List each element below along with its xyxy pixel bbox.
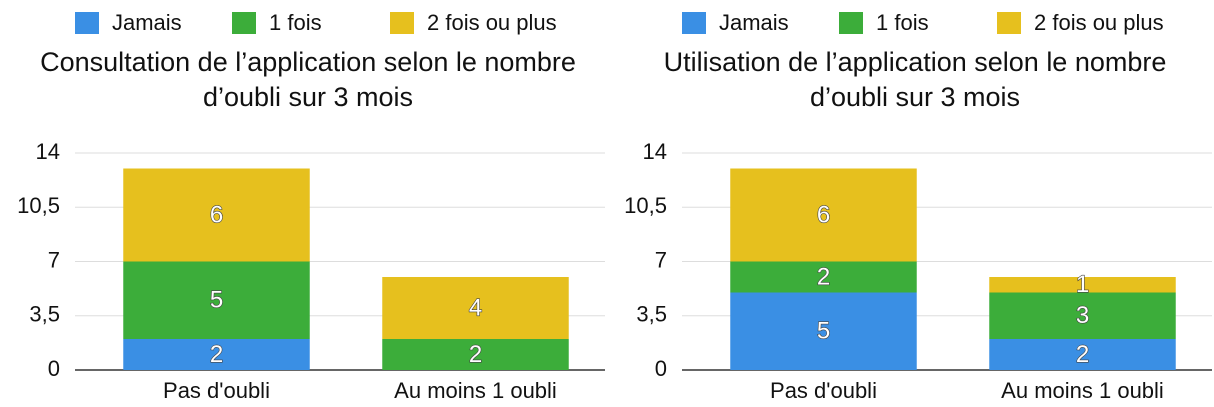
legend-swatch	[232, 12, 256, 34]
chart: Jamais 1 fois 2 fois ou plus Consultation d…	[17, 10, 605, 403]
y-tick-label: 3,5	[29, 302, 60, 327]
data-label: 4	[469, 294, 482, 321]
x-tick-label: Pas d'oubli	[163, 378, 270, 403]
title-box: Utilisation de l’application selon le no…	[663, 47, 1167, 112]
legend-label: 2 fois ou plus	[427, 10, 557, 35]
legend-label: 2 fois ou plus	[1034, 10, 1164, 35]
legend-label: Jamais	[719, 10, 789, 35]
bar-segment	[730, 168, 917, 262]
data-label: 3	[1076, 302, 1089, 329]
title-box: Consultation de l’application selon le n…	[40, 47, 576, 112]
bar-segment	[989, 292, 1176, 339]
legend-swatch	[682, 12, 706, 34]
y-tick-label: 10,5	[624, 193, 667, 218]
y-tick-label: 10,5	[17, 193, 60, 218]
data-label: 6	[817, 201, 830, 228]
legend-swatch	[839, 12, 863, 34]
chart-title: Consultation de l’application selon le n…	[40, 47, 576, 112]
legend-label: 1 fois	[269, 10, 322, 35]
y-tick-label: 14	[36, 139, 60, 164]
bar-segment	[989, 339, 1176, 370]
bar-segment	[989, 277, 1176, 293]
bar-segment	[730, 261, 917, 293]
y-tick-label: 3,5	[636, 302, 667, 327]
chart: Jamais 1 fois 2 fois ou plus Utilisation de…	[624, 10, 1212, 403]
legend-label: Jamais	[112, 10, 182, 35]
data-label: 2	[817, 263, 830, 290]
legend-swatch	[390, 12, 414, 34]
chart-title: Utilisation de l’application selon le no…	[663, 47, 1167, 112]
legend-swatch	[75, 12, 99, 34]
data-label: 2	[1076, 341, 1089, 368]
x-tick-label: Au moins 1 oubli	[1001, 378, 1164, 403]
bar-segment	[123, 168, 310, 262]
bar-segment	[123, 261, 310, 339]
data-label: 2	[469, 341, 482, 368]
bar-segment	[730, 292, 917, 370]
y-tick-label: 14	[643, 139, 667, 164]
bar-segment	[382, 277, 569, 339]
data-label: 5	[817, 318, 830, 345]
data-label: 1	[1076, 271, 1089, 298]
x-tick-label: Au moins 1 oubli	[394, 378, 557, 403]
data-label: 5	[210, 287, 223, 314]
bar-segment	[123, 339, 310, 370]
bar-segment	[382, 339, 569, 370]
data-label: 2	[210, 341, 223, 368]
y-tick-label: 7	[48, 247, 60, 272]
data-label: 6	[210, 201, 223, 228]
y-tick-label: 0	[48, 356, 60, 381]
y-tick-label: 7	[655, 247, 667, 272]
x-tick-label: Pas d'oubli	[770, 378, 877, 403]
y-tick-label: 0	[655, 356, 667, 381]
legend-swatch	[997, 12, 1021, 34]
legend-label: 1 fois	[876, 10, 929, 35]
